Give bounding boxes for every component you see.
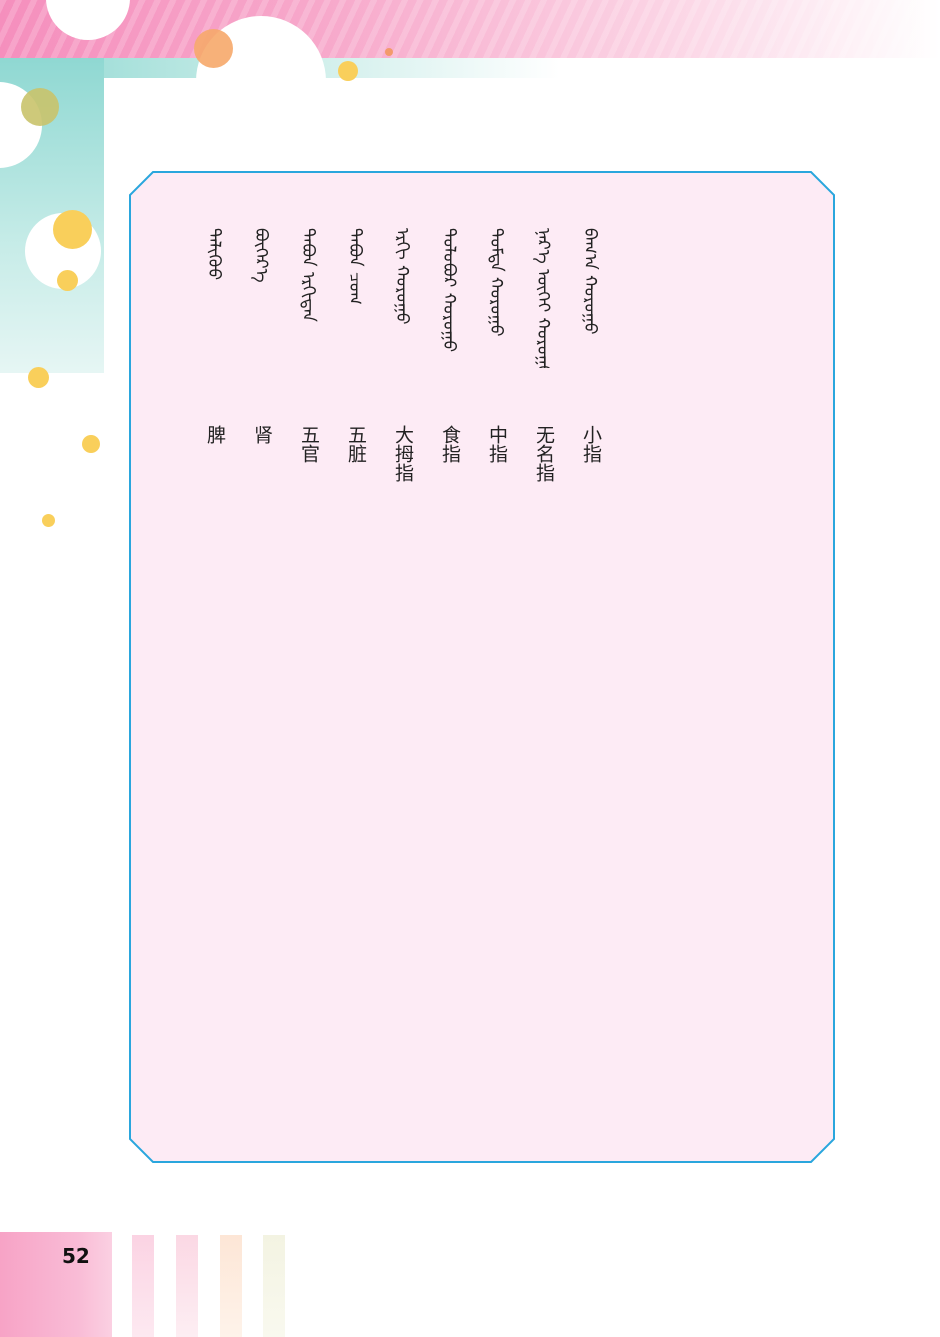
term-mongolian: ᠳᠤᠮᠳᠠ ᠬᠤᠷᠤᠭᠤ — [486, 228, 506, 337]
footer-stripe — [176, 1235, 198, 1337]
content-panel — [129, 171, 835, 1163]
footer-pink-bar — [0, 1232, 112, 1337]
term-mongolian: ᠳᠡᠯᠢᠭᠦᠦ — [204, 228, 224, 281]
term-mongolian: ᠳᠣᠯᠣᠪᠤᠷ ᠬᠤᠷᠤᠭᠤ — [439, 228, 459, 353]
term-chinese: 小指 — [580, 425, 602, 463]
deco-dot-orange-small — [385, 48, 393, 56]
term-mongolian: ᠲᠠᠪᠤᠨ ᠡᠷᠬᠢᠲᠡᠨ — [298, 228, 318, 322]
term-mongolian: ᠡᠷᠬᠢ ᠬᠤᠷᠤᠭᠤ — [392, 228, 412, 325]
term-mongolian: ᠪᠥᠭᠡᠷ᠎ᠡ — [251, 228, 271, 283]
deco-dot-yellow-4 — [82, 435, 100, 453]
term-chinese: 大拇指 — [392, 425, 414, 482]
term-chinese: 肾 — [251, 425, 273, 444]
deco-circle-yellow-mid — [53, 210, 92, 249]
deco-circle-olive — [21, 88, 59, 126]
deco-circle-orange — [194, 29, 233, 68]
header-stripes — [0, 0, 940, 58]
term-chinese: 食指 — [439, 425, 461, 463]
term-chinese: 中指 — [486, 425, 508, 463]
footer-stripe — [220, 1235, 242, 1337]
term-mongolian: ᠲᠠᠪᠤᠨ ᠴᠣᠭ — [345, 228, 365, 305]
deco-dot-yellow-2 — [57, 270, 78, 291]
term-chinese: 五脏 — [345, 425, 367, 463]
deco-dot-yellow-3 — [28, 367, 49, 388]
deco-dot-yellow-5 — [42, 514, 55, 527]
term-mongolian: ᠨᠡᠷ᠎ᠡ ᠦᠭᠡᠢ ᠬᠤᠷᠤᠭᠤ — [533, 228, 553, 368]
term-chinese: 脾 — [204, 425, 226, 444]
term-chinese: 五官 — [298, 425, 320, 463]
footer-stripe — [263, 1235, 285, 1337]
term-mongolian: ᠪᠠᠭ᠎ᠠ ᠬᠤᠷᠤᠭᠤ — [580, 228, 600, 335]
term-chinese: 无名指 — [533, 425, 555, 482]
deco-dot-yellow — [338, 61, 358, 81]
header-pink-band — [0, 0, 940, 58]
page-number: 52 — [62, 1244, 90, 1268]
footer-stripe — [132, 1235, 154, 1337]
